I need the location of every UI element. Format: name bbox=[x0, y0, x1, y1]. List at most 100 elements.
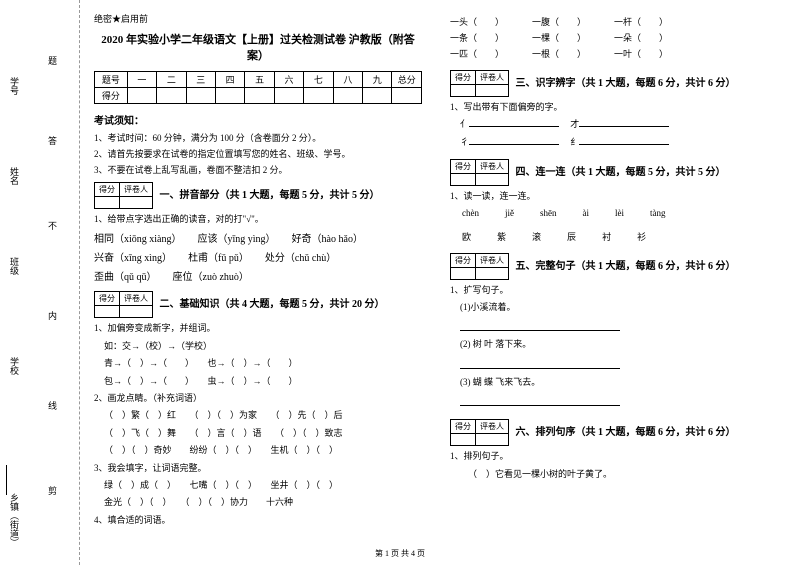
sec4-title: 四、连一连（共 1 大题，每题 5 分，共计 5 分） bbox=[516, 167, 726, 178]
bind-ti: 题 bbox=[46, 56, 59, 65]
q4-1: 1、读一读，连一连。 bbox=[450, 189, 782, 203]
score-table: 题号 一 二 三 四 五 六 七 八 九 总分 得分 bbox=[94, 71, 422, 104]
q5-1a: (1)小溪流着。 bbox=[460, 300, 782, 314]
th-4: 四 bbox=[215, 72, 244, 88]
mini2-c1: 得分 bbox=[95, 292, 120, 306]
th-5: 五 bbox=[245, 72, 274, 88]
mini-score-2: 得分评卷人 bbox=[94, 291, 153, 318]
m4-c1: 得分 bbox=[451, 160, 476, 174]
sec3-head: 得分评卷人 三、识字辨字（共 1 大题，每题 6 分，共计 6 分） bbox=[450, 70, 782, 97]
rules-list: 1、考试时间：60 分钟，满分为 100 分（含卷面分 2 分）。 2、请首先按… bbox=[94, 131, 422, 176]
bind-label-name: 姓名 bbox=[8, 167, 21, 185]
q3-1: 1、写出带有下面偏旁的字。 bbox=[450, 100, 782, 114]
q4r2-4: 衬 bbox=[602, 230, 611, 243]
td-score-label: 得分 bbox=[95, 88, 128, 104]
m3a: 一匹（ ） bbox=[450, 47, 504, 60]
m3-c1: 得分 bbox=[451, 71, 476, 85]
q4-row2: 欧 紫 滚 辰 衬 衫 bbox=[462, 230, 782, 243]
q2-1b: 青→（ ）→（ ） 也→（ ）→（ ） bbox=[104, 356, 422, 370]
page-root: 乡镇（街道） 学校 班级 姓名 学号 剪 线 内 不 答 题 绝密★启用前 20… bbox=[0, 0, 800, 565]
q4r2-3: 辰 bbox=[567, 230, 576, 243]
measure-row-3: 一匹（ ） 一根（ ） 一叶（ ） bbox=[450, 47, 782, 60]
sec3-title: 三、识字辨字（共 1 大题，每题 6 分，共计 6 分） bbox=[516, 78, 736, 89]
q4r2-5: 衫 bbox=[637, 230, 646, 243]
q2-4: 4、填合适的词语。 bbox=[94, 513, 422, 527]
th-total: 总分 bbox=[392, 72, 422, 88]
py-3a: 歪曲（qǔ qū） bbox=[94, 268, 157, 283]
mini-score-3: 得分评卷人 bbox=[450, 70, 509, 97]
score-value-row: 得分 bbox=[95, 88, 422, 104]
py-2b: 杜甫（fǔ pǔ） bbox=[188, 249, 249, 264]
th-7: 七 bbox=[304, 72, 333, 88]
q4r1-4: lèi bbox=[615, 208, 624, 218]
bind-no: 不 bbox=[46, 221, 59, 230]
py-1c: 好奇（hào hǎo） bbox=[292, 230, 363, 245]
m1b: 一腹（ ） bbox=[532, 15, 586, 28]
rule-2: 2、请首先按要求在试卷的指定位置填写您的姓名、班级、学号。 bbox=[94, 147, 422, 160]
m3-c2: 评卷人 bbox=[476, 71, 509, 85]
q6-1a: （ ）它看见一棵小树的叶子黄了。 bbox=[468, 467, 782, 481]
sec1-title: 一、拼音部分（共 1 大题，每题 5 分，共计 5 分） bbox=[160, 190, 380, 201]
q4r2-0: 欧 bbox=[462, 230, 471, 243]
m5-c2: 评卷人 bbox=[476, 253, 509, 267]
mini-score-4: 得分评卷人 bbox=[450, 159, 509, 186]
q4r2-2: 滚 bbox=[532, 230, 541, 243]
q3-1ab: 亻 才 bbox=[460, 117, 782, 131]
q2-1c: 包→（ ）→（ ） 虫→（ ）→（ ） bbox=[104, 374, 422, 388]
m6-c1: 得分 bbox=[451, 420, 476, 434]
mini-score-6: 得分评卷人 bbox=[450, 419, 509, 446]
left-column: 绝密★启用前 2020 年实验小学二年级语文【上册】过关检测试卷 沪教版（附答案… bbox=[80, 0, 440, 565]
q5-1c: (3) 蝴 蝶 飞来飞去。 bbox=[460, 375, 782, 389]
pinyin-row-1: 相同（xiōng xiàng） 应该（yīng yìng） 好奇（hào hǎo… bbox=[94, 230, 422, 245]
th-1: 一 bbox=[127, 72, 156, 88]
mini-score-1: 得分评卷人 bbox=[94, 182, 153, 209]
mini2-c2: 评卷人 bbox=[120, 292, 153, 306]
py-1b: 应该（yīng yìng） bbox=[198, 230, 276, 245]
rule-3: 3、不要在试卷上乱写乱画，卷面不整洁扣 2 分。 bbox=[94, 163, 422, 176]
q4r1-5: tàng bbox=[650, 208, 666, 218]
q3-1a: 亻 bbox=[460, 119, 469, 129]
sec5-title: 五、完整句子（共 1 大题，每题 6 分，共计 6 分） bbox=[516, 260, 736, 271]
q4r1-2: shēn bbox=[540, 208, 557, 218]
bind-label-id: 学号 bbox=[8, 77, 21, 95]
q1-1: 1、给带点字选出正确的读音，对的打"√"。 bbox=[94, 212, 422, 226]
measure-row-1: 一头（ ） 一腹（ ） 一杆（ ） bbox=[450, 15, 782, 28]
q3-1c: 彳 bbox=[460, 137, 469, 147]
secret-label: 绝密★启用前 bbox=[94, 12, 422, 25]
th-8: 八 bbox=[333, 72, 362, 88]
mini-c1: 得分 bbox=[95, 183, 120, 197]
py-1a: 相同（xiōng xiàng） bbox=[94, 230, 182, 245]
blank-5b bbox=[460, 359, 620, 369]
q5-1: 1、扩写句子。 bbox=[450, 283, 782, 297]
q2-1a: 如：交→（校）→（学校） bbox=[104, 339, 422, 353]
q5-1b: (2) 树 叶 落下来。 bbox=[460, 337, 782, 351]
sec2-head: 得分评卷人 二、基础知识（共 4 大题，每题 5 分，共计 20 分） bbox=[94, 291, 422, 318]
bind-label-township: 乡镇（街道） bbox=[8, 493, 21, 547]
m4-c2: 评卷人 bbox=[476, 160, 509, 174]
rules-title: 考试须知： bbox=[94, 112, 422, 127]
bind-cut: 剪 bbox=[46, 486, 59, 495]
page-footer: 第 1 页 共 4 页 bbox=[0, 548, 800, 559]
q4r1-3: ài bbox=[583, 208, 590, 218]
q2-2a: （ ）繁（ ）红 （ ）（ ）为家 （ ）先（ ）后 bbox=[104, 408, 422, 422]
q3-1d: 纟 bbox=[570, 137, 579, 147]
rule-1: 1、考试时间：60 分钟，满分为 100 分（含卷面分 2 分）。 bbox=[94, 131, 422, 144]
m5-c1: 得分 bbox=[451, 253, 476, 267]
sec6-head: 得分评卷人 六、排列句序（共 1 大题，每题 6 分，共计 6 分） bbox=[450, 419, 782, 446]
q4-row1: chèn jiě shēn ài lèi tàng bbox=[462, 208, 782, 218]
q2-3b: 金光（ ）（ ） （ ）（ ）协力 十六种 bbox=[104, 495, 422, 509]
mini-c2: 评卷人 bbox=[120, 183, 153, 197]
bind-inside: 内 bbox=[46, 311, 59, 320]
sec4-head: 得分评卷人 四、连一连（共 1 大题，每题 5 分，共计 5 分） bbox=[450, 159, 782, 186]
py-2c: 处分（chǔ chù） bbox=[265, 249, 336, 264]
th-num: 题号 bbox=[95, 72, 128, 88]
q3-1cd: 彳 纟 bbox=[460, 135, 782, 149]
q4r1-0: chèn bbox=[462, 208, 479, 218]
sec6-title: 六、排列句序（共 1 大题，每题 6 分，共计 6 分） bbox=[516, 427, 736, 438]
q2-3: 3、我会填字，让词语完整。 bbox=[94, 461, 422, 475]
q2-2b: （ ）飞（ ）舞 （ ）言（ ）语 （ ）（ ）致志 bbox=[104, 426, 422, 440]
q6-1: 1、排列句子。 bbox=[450, 449, 782, 463]
pinyin-row-2: 兴奋（xīng xìng） 杜甫（fǔ pǔ） 处分（chǔ chù） bbox=[94, 249, 422, 264]
m2b: 一棵（ ） bbox=[532, 31, 586, 44]
q2-2c: （ ）（ ）奇妙 纷纷（ ）（ ） 生机（ ）（ ） bbox=[104, 443, 422, 457]
